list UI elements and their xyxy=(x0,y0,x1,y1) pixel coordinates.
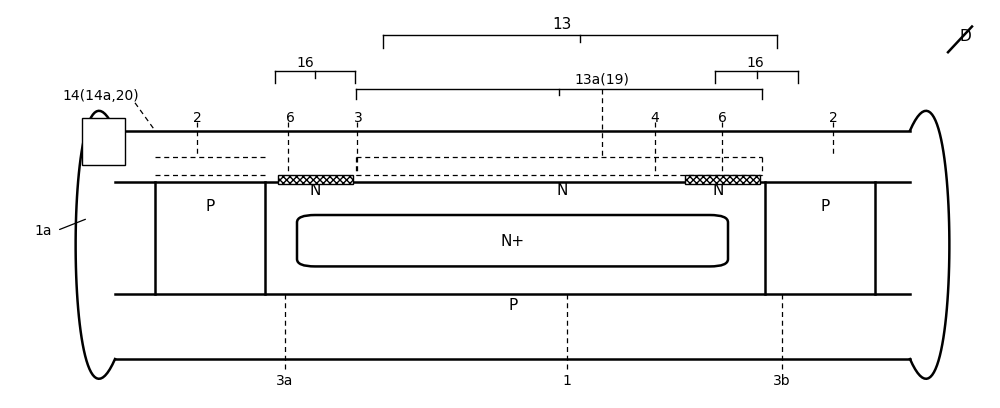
Text: D: D xyxy=(959,29,971,44)
Text: P: P xyxy=(508,299,518,313)
Text: 14(14a,20): 14(14a,20) xyxy=(62,89,139,103)
Text: 1: 1 xyxy=(563,375,571,388)
Text: N: N xyxy=(556,184,568,198)
Text: 13: 13 xyxy=(552,17,572,32)
Text: N+: N+ xyxy=(501,234,525,249)
Text: 6: 6 xyxy=(718,111,726,125)
Text: 16: 16 xyxy=(296,56,314,70)
Text: 3: 3 xyxy=(354,111,362,125)
Text: P: P xyxy=(820,199,830,213)
Bar xyxy=(278,175,353,184)
Text: N: N xyxy=(712,184,724,198)
Bar xyxy=(82,118,125,165)
Text: 1a: 1a xyxy=(34,224,52,237)
Bar xyxy=(685,175,760,184)
Text: 3b: 3b xyxy=(773,375,791,388)
Text: 2: 2 xyxy=(829,111,837,125)
Text: 4: 4 xyxy=(651,111,659,125)
Text: 3a: 3a xyxy=(276,375,294,388)
Text: P: P xyxy=(205,199,215,213)
FancyBboxPatch shape xyxy=(297,215,728,266)
Text: 2: 2 xyxy=(193,111,201,125)
Text: 6: 6 xyxy=(286,111,294,125)
Text: 16: 16 xyxy=(746,56,764,70)
Text: 13a(19): 13a(19) xyxy=(575,73,629,86)
Text: N: N xyxy=(309,184,321,198)
